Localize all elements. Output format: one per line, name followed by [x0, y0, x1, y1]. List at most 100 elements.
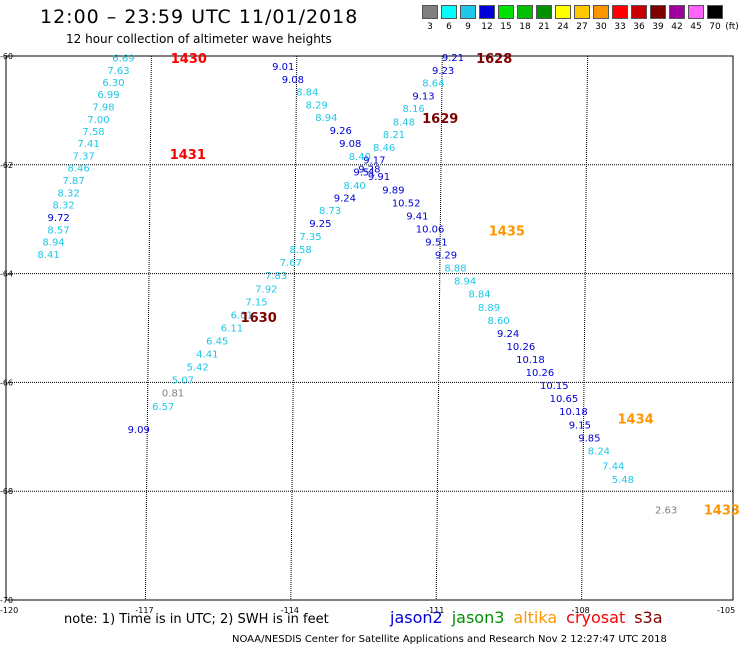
- legend-swatch-70: [707, 5, 723, 19]
- footer-credit: NOAA/NESDIS Center for Satellite Applica…: [232, 634, 667, 645]
- wave-height-value: 10.65: [550, 394, 579, 405]
- wave-height-value: 8.84: [468, 290, 490, 301]
- legend-label: 36: [633, 22, 645, 32]
- legend-swatch-12: [479, 5, 495, 19]
- meridian-line: [144, 55, 152, 601]
- wave-height-value: 9.51: [353, 167, 375, 178]
- wave-height-value: 6.69: [112, 54, 134, 65]
- wave-height-value: 6.99: [97, 90, 119, 101]
- wave-height-value: 9.41: [406, 211, 428, 222]
- lat-tick-label: -66: [0, 378, 13, 387]
- wave-height-value: 9.08: [282, 75, 304, 86]
- edge-tick-label: -120: [0, 606, 18, 615]
- wave-height-value: 8.57: [47, 226, 69, 237]
- legend-label: 42: [671, 22, 683, 32]
- pass-time-label: 1431: [170, 148, 206, 163]
- lat-tick-label: -68: [0, 487, 13, 496]
- legend-label: 18: [519, 22, 531, 32]
- wave-height-value: 5.42: [186, 363, 208, 374]
- wave-height-value: 6.45: [206, 337, 228, 348]
- lon-tick-label: -111: [426, 606, 444, 615]
- legend-swatch-36: [631, 5, 647, 19]
- lon-tick-label: -114: [281, 606, 299, 615]
- wave-height-value: 9.89: [382, 185, 404, 196]
- meridian-line: [581, 55, 589, 601]
- legend-swatch-45: [688, 5, 704, 19]
- wave-height-value: 9.21: [442, 53, 464, 64]
- wave-height-value: 2.63: [655, 506, 677, 517]
- wave-height-value: 9.91: [368, 172, 390, 183]
- wave-height-value: 7.92: [255, 284, 277, 295]
- legend-swatch-9: [460, 5, 476, 19]
- pass-time-labels: 1430 1431 1628 1629 1630 1435 1434 1433: [170, 52, 740, 519]
- wave-height-value: 6.57: [152, 402, 174, 413]
- wave-height-value: 9.25: [309, 219, 331, 230]
- wave-height-value: 9.28: [358, 165, 380, 176]
- satellite-jason2: jason2: [390, 608, 443, 627]
- legend-label: 21: [538, 22, 550, 32]
- legend-label: 24: [557, 22, 569, 32]
- wave-height-value: 8.29: [306, 100, 328, 111]
- wave-height-value: 5.07: [172, 376, 194, 387]
- wave-height-value: 8.94: [315, 113, 337, 124]
- wave-height-value: 8.84: [296, 87, 318, 98]
- wave-height-value: 8.48: [393, 117, 415, 128]
- satellite-s3a: s3a: [634, 608, 663, 627]
- wave-height-value: 7.41: [77, 139, 99, 150]
- legend-swatch-21: [536, 5, 552, 19]
- meridian-line: [290, 55, 298, 601]
- wave-height-value: 9.23: [432, 66, 454, 77]
- meridian-line: [435, 55, 443, 601]
- wave-height-value: 6.11: [221, 323, 243, 334]
- wave-height-value: 8.46: [373, 143, 395, 154]
- legend-swatch-3: [422, 5, 438, 19]
- legend-swatch-6: [441, 5, 457, 19]
- wave-height-value: 10.06: [416, 224, 445, 235]
- legend-label: 45: [690, 22, 702, 32]
- wave-height-value: 7.67: [280, 258, 302, 269]
- wave-height-value: 8.88: [444, 264, 466, 275]
- legend-swatch-33: [612, 5, 628, 19]
- wave-height-value: 10.52: [392, 198, 421, 209]
- wave-height-value: 7.15: [245, 297, 267, 308]
- wave-height-value: 8.64: [422, 79, 444, 90]
- note-text: note: 1) Time is in UTC; 2) SWH is in fe…: [64, 612, 329, 627]
- wave-height-value: 9.85: [578, 433, 600, 444]
- pass-time-label: 1435: [489, 225, 525, 240]
- legend-label: 39: [652, 22, 664, 32]
- wave-height-value: 8.89: [478, 303, 500, 314]
- wave-height-value: 10.18: [516, 355, 545, 366]
- wave-height-value: 8.21: [383, 130, 405, 141]
- legend-label: 30: [595, 22, 607, 32]
- legend-label: 27: [576, 22, 588, 32]
- wave-height-value: 8.94: [454, 277, 476, 288]
- wave-height-value: 8.16: [403, 104, 425, 115]
- map-frame: [5, 55, 734, 601]
- wave-height-value: 4.41: [196, 350, 218, 361]
- wave-height-value: 7.44: [602, 462, 624, 473]
- legend-label: 9: [465, 22, 471, 32]
- lon-tick-label: -117: [135, 606, 153, 615]
- legend-swatch-42: [669, 5, 685, 19]
- wave-height-value: 9.17: [363, 155, 385, 166]
- wave-height-labels: 6.697.636.306.997.987.007.587.417.378.46…: [37, 53, 677, 517]
- wave-height-value: 6.01: [231, 310, 253, 321]
- wave-height-value: 8.58: [290, 245, 312, 256]
- lat-tick-label: -64: [0, 270, 13, 279]
- map-grid: -117 -114 -111 -108 -62 -64 -66 -68 -60 -70-120 -1…: [0, 52, 735, 615]
- chart-title: 12:00 – 23:59 UTC 11/01/2018: [40, 6, 359, 28]
- wave-height-value: 0.81: [162, 389, 184, 400]
- legend-label: 6: [446, 22, 452, 32]
- wave-height-value: 7.37: [72, 152, 94, 163]
- wave-height-value: 10.26: [526, 368, 555, 379]
- wave-height-value: 8.32: [58, 189, 80, 200]
- wave-height-value: 10.26: [507, 342, 536, 353]
- wave-height-value: 9.08: [339, 139, 361, 150]
- wave-height-value: 9.26: [330, 126, 352, 137]
- legend-swatch-30: [593, 5, 609, 19]
- wave-height-value: 7.83: [265, 271, 287, 282]
- wave-height-value: 10.15: [540, 381, 569, 392]
- pass-time-label: 1629: [422, 112, 458, 127]
- wave-height-value: 9.01: [272, 62, 294, 73]
